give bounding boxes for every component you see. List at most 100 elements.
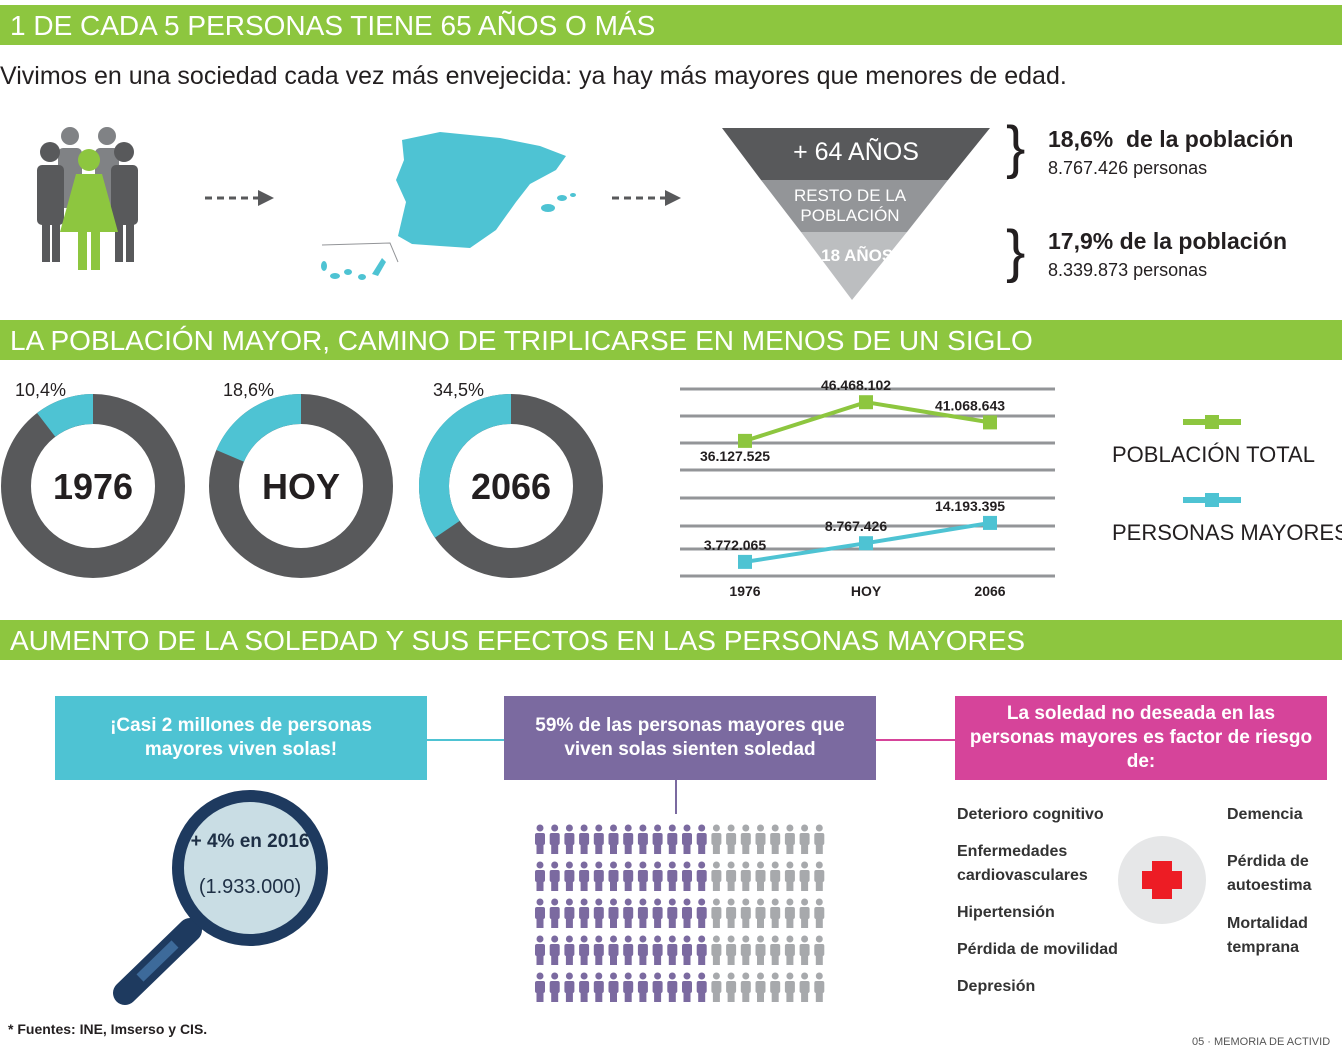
person-body (696, 833, 707, 845)
person-head (742, 935, 750, 943)
person-body (814, 870, 825, 882)
person-head (654, 898, 662, 906)
magnifier-count: (1.933.000) (198, 876, 302, 898)
person-head (668, 861, 676, 869)
person-body (564, 870, 575, 882)
person-body (696, 944, 707, 956)
person-body (652, 907, 663, 919)
point (859, 536, 873, 551)
person-legs (771, 955, 779, 965)
person-legs (698, 992, 706, 1002)
person-legs (639, 992, 647, 1002)
person-legs (683, 992, 691, 1002)
person-legs (610, 881, 617, 891)
person-body (740, 944, 751, 956)
person-legs (580, 955, 588, 965)
person-legs (712, 992, 720, 1002)
person-head (771, 935, 779, 943)
person-legs (580, 844, 588, 854)
person-legs (639, 955, 647, 965)
person-legs (727, 881, 735, 891)
person-head (712, 935, 720, 943)
value-label: 3.772.065 (704, 537, 766, 553)
person-legs (771, 918, 779, 928)
person-body (667, 944, 678, 956)
person-head (624, 972, 632, 980)
person-head (580, 824, 588, 832)
person-body (770, 870, 781, 882)
people-icon (37, 142, 138, 262)
person-head (698, 861, 706, 869)
person-body (711, 870, 722, 882)
person-body (667, 870, 678, 882)
person-head (580, 861, 588, 869)
person-head (551, 898, 559, 906)
person-body (682, 981, 692, 993)
stat-people: 8.339.873 personas (1048, 260, 1208, 280)
person-head (742, 861, 750, 869)
person-body (535, 907, 545, 919)
person-legs (815, 881, 823, 891)
person-body (770, 833, 781, 845)
person-body (667, 981, 678, 993)
person-body (608, 907, 619, 919)
person-legs (565, 844, 573, 854)
person-legs (610, 844, 617, 854)
person-head (786, 898, 794, 906)
person-head (565, 972, 573, 980)
person-legs (786, 918, 794, 928)
person-legs (815, 844, 823, 854)
person-body (740, 870, 751, 882)
person-body (667, 907, 678, 919)
person-head (654, 861, 662, 869)
donut-center-label: HOY (262, 466, 340, 507)
connector (427, 739, 955, 814)
person-body (549, 981, 560, 993)
person-legs (624, 844, 632, 854)
person-head (551, 972, 559, 980)
risk-box: La soledad no deseada en las personas ma… (955, 696, 1327, 780)
legend-label: PERSONAS MAYORES (1112, 520, 1342, 545)
person-legs (551, 918, 559, 928)
donut-value-label: 18,6% (223, 380, 274, 400)
person-legs (698, 918, 706, 928)
risk-item: Depresión (957, 978, 1036, 995)
person-body (608, 833, 619, 845)
person-head (801, 972, 809, 980)
person-head (801, 861, 809, 869)
person-head (742, 972, 750, 980)
person-legs (757, 844, 764, 854)
person-legs (610, 992, 617, 1002)
person-head (565, 824, 573, 832)
person-legs (698, 844, 706, 854)
person-head (624, 824, 632, 832)
person-head (712, 972, 720, 980)
pyramid-label: + 64 AÑOS (793, 138, 919, 166)
person-body (579, 944, 590, 956)
pyramid-bottom (801, 232, 907, 300)
person-body (564, 907, 575, 919)
person-head (668, 972, 676, 980)
person-body (799, 981, 810, 993)
person-body (652, 833, 663, 845)
person-body (799, 870, 810, 882)
pyramid-middle (761, 180, 948, 232)
person-legs (712, 955, 720, 965)
person-body (814, 944, 825, 956)
person-body (799, 944, 810, 956)
person-legs (639, 844, 647, 854)
point (983, 415, 997, 430)
person-legs (624, 918, 632, 928)
person-legs (595, 918, 603, 928)
person-head (801, 935, 809, 943)
person-body (637, 870, 648, 882)
person-body (579, 870, 590, 882)
person-legs (683, 844, 691, 854)
person-head (668, 935, 676, 943)
stat-people: 8.767.426 personas (1048, 158, 1208, 178)
person-legs (712, 881, 720, 891)
person-head (727, 898, 735, 906)
person-body (784, 833, 795, 845)
person-legs (595, 955, 603, 965)
